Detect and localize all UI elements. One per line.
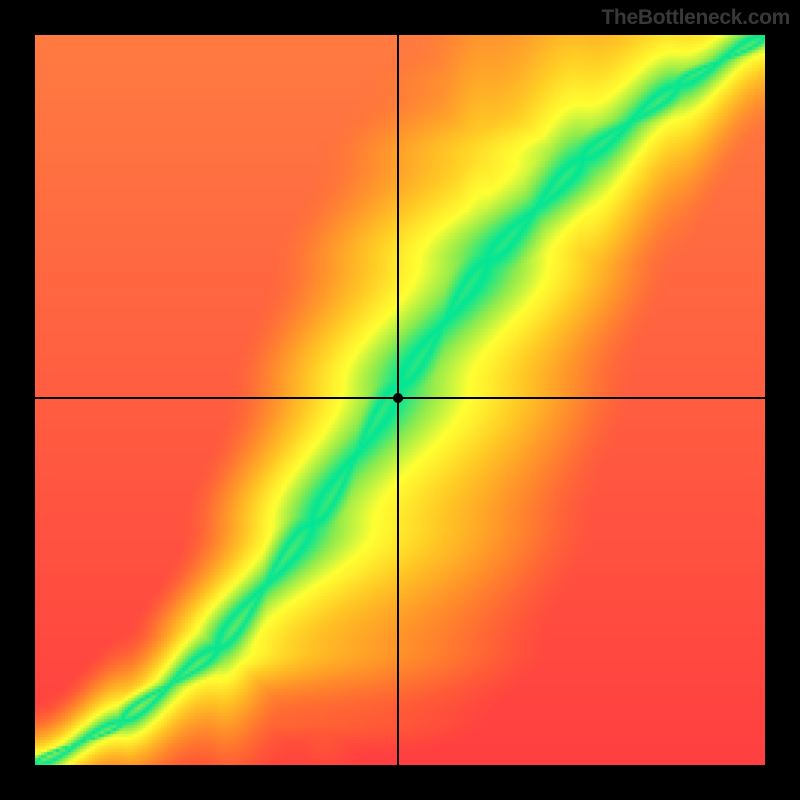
watermark-text: TheBottleneck.com <box>601 6 790 30</box>
marker-dot <box>393 393 403 403</box>
